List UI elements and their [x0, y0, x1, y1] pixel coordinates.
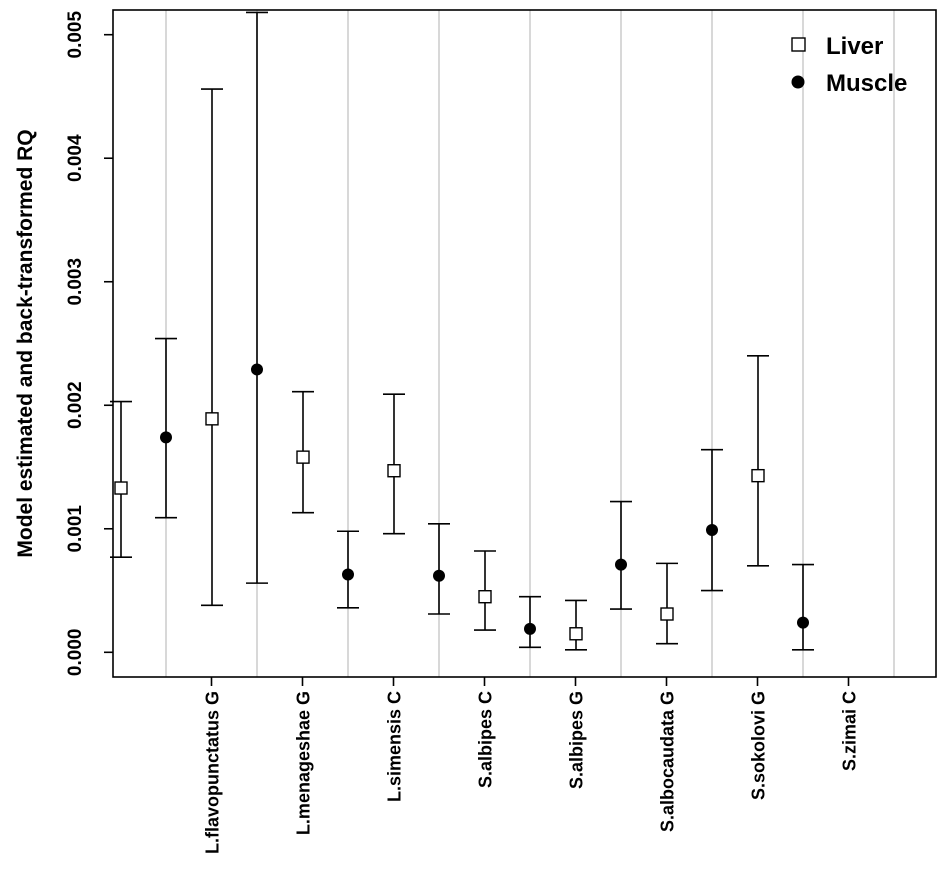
liver-point — [478, 590, 492, 604]
y-axis-title: Model estimated and back-transformed RQ — [14, 129, 37, 557]
liver-point — [660, 607, 674, 621]
liver-point — [205, 412, 219, 426]
muscle-point — [615, 558, 627, 571]
muscle-point — [433, 569, 445, 582]
liver-point — [296, 450, 310, 464]
liver-point — [569, 627, 583, 641]
muscle-point — [251, 363, 263, 376]
muscle-point — [524, 622, 536, 635]
y-tick-label: 0.002 — [65, 381, 86, 429]
data-marks — [110, 11, 814, 651]
liver-point — [387, 464, 401, 478]
liver-point — [114, 481, 128, 495]
legend: Liver Muscle — [791, 33, 907, 97]
x-tick-label: S.albipes G — [567, 691, 587, 789]
y-tick-label: 0.003 — [65, 258, 86, 306]
liver-point — [751, 468, 765, 483]
x-tick-label: L.flavopunctatus G — [203, 691, 223, 854]
legend-muscle-label: Muscle — [826, 70, 907, 97]
category-separators — [165, 10, 895, 677]
x-tick-label: L.simensis C — [385, 691, 405, 802]
muscle-point — [706, 524, 718, 537]
y-tick-label: 0.004 — [65, 134, 86, 182]
x-tick-label: S.albipes C — [476, 691, 496, 788]
x-tick-label: S.albocaudata G — [658, 691, 678, 832]
legend-liver-label: Liver — [826, 33, 883, 60]
muscle-point — [342, 568, 354, 581]
x-tick-label: S.zimai C — [840, 691, 860, 771]
y-tick-label: 0.000 — [65, 629, 86, 677]
x-axis: L.flavopunctatus G L.menageshae G L.simens… — [203, 677, 860, 854]
y-axis: 0.000 0.001 0.002 0.003 0.004 0.005 — [65, 10, 113, 676]
legend-liver-marker — [791, 37, 806, 52]
y-tick-label: 0.005 — [65, 10, 86, 58]
legend-muscle-marker — [791, 75, 805, 89]
plot-frame — [112, 9, 937, 678]
muscle-point — [160, 431, 172, 444]
x-tick-label: S.sokolovi G — [749, 691, 769, 800]
x-tick-label: L.menageshae G — [294, 691, 314, 835]
muscle-point — [797, 616, 809, 629]
y-tick-label: 0.001 — [65, 505, 86, 553]
